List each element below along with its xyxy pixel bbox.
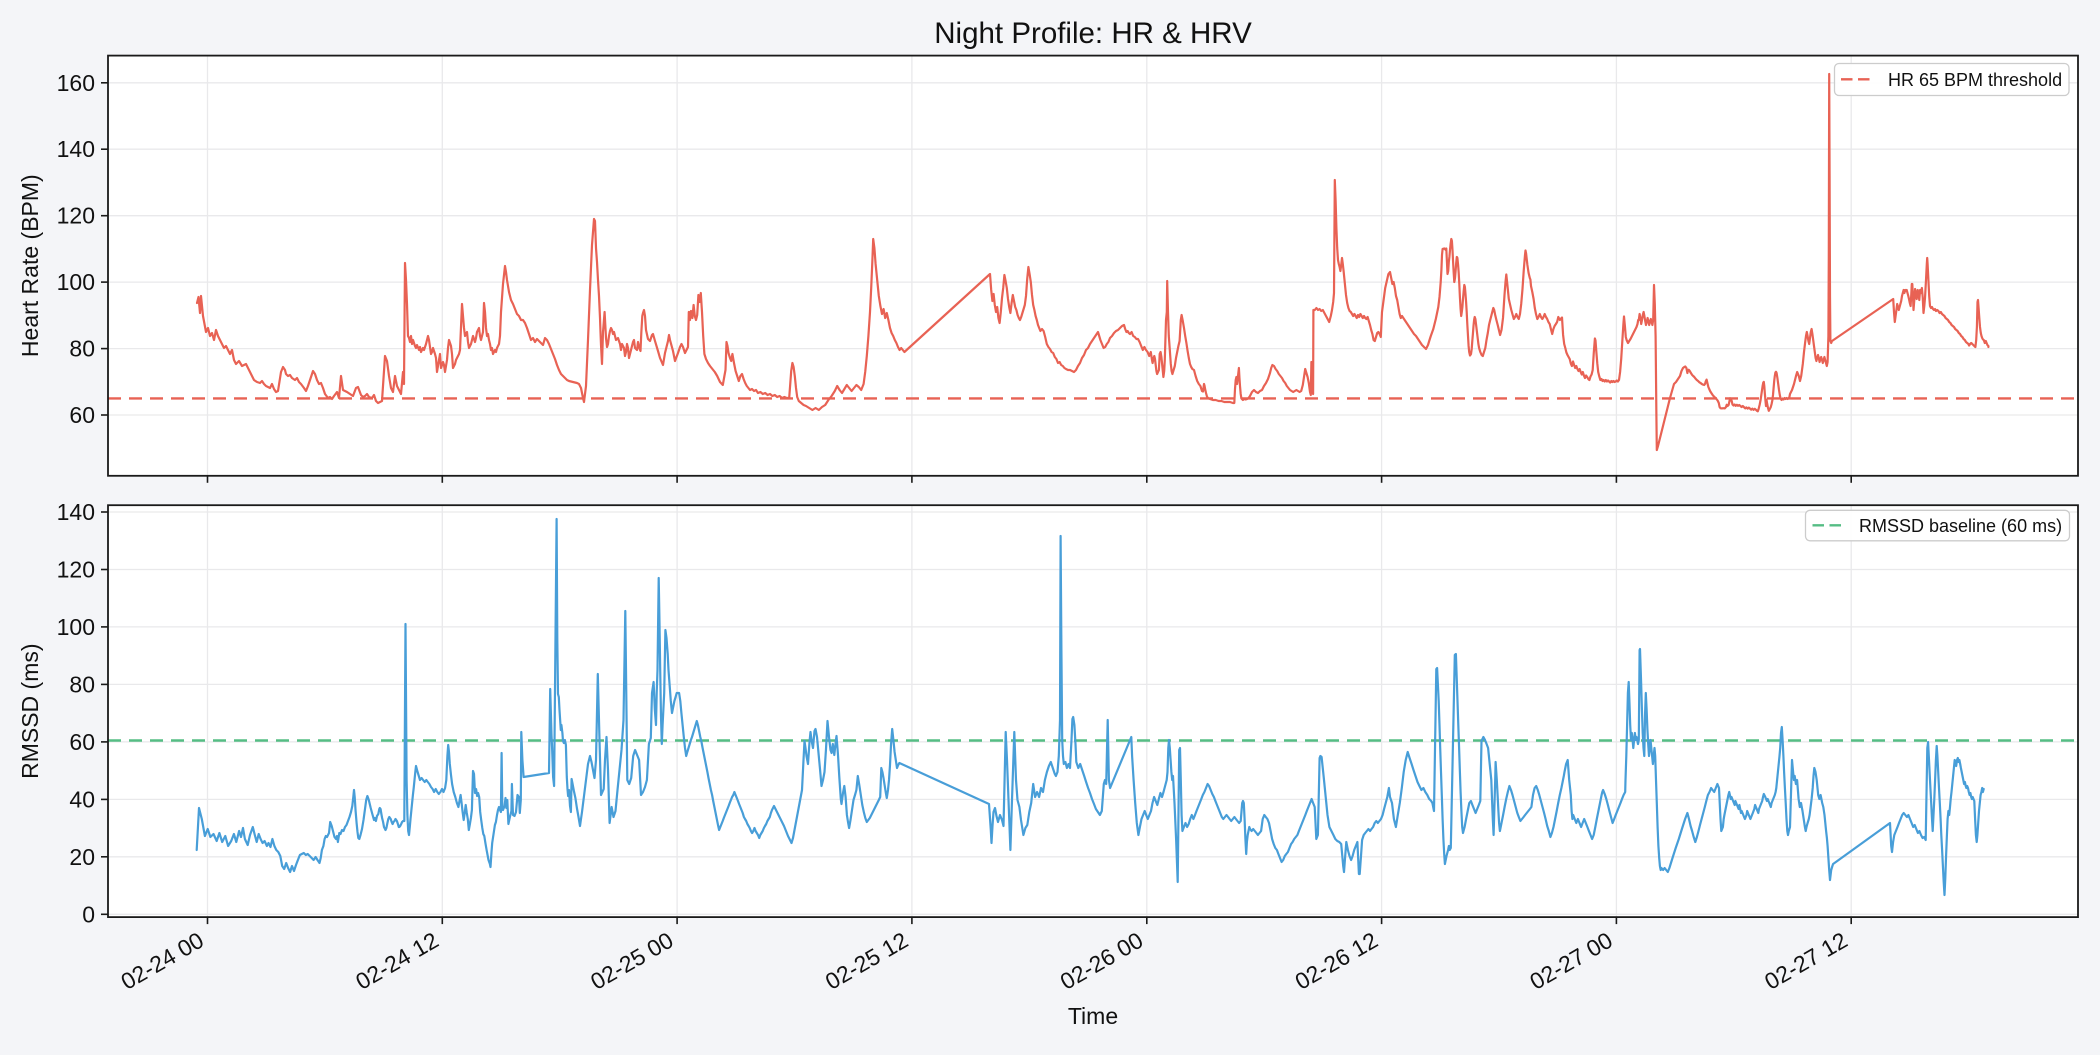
svg-text:80: 80	[69, 336, 95, 362]
svg-text:Time: Time	[1068, 1003, 1118, 1029]
svg-text:RMSSD (ms): RMSSD (ms)	[17, 643, 43, 778]
svg-text:160: 160	[57, 70, 95, 96]
svg-text:20: 20	[69, 844, 95, 870]
svg-text:100: 100	[57, 614, 95, 640]
svg-text:Heart Rate (BPM): Heart Rate (BPM)	[17, 174, 43, 357]
svg-text:140: 140	[57, 136, 95, 162]
svg-text:60: 60	[69, 729, 95, 755]
svg-text:40: 40	[69, 786, 95, 812]
svg-text:60: 60	[69, 402, 95, 428]
svg-text:HR 65 BPM threshold: HR 65 BPM threshold	[1888, 70, 2062, 90]
svg-text:100: 100	[57, 269, 95, 295]
svg-text:Night Profile: HR & HRV: Night Profile: HR & HRV	[934, 17, 1252, 50]
svg-text:120: 120	[57, 203, 95, 229]
svg-text:80: 80	[69, 671, 95, 697]
svg-text:RMSSD baseline (60 ms): RMSSD baseline (60 ms)	[1859, 516, 2062, 536]
svg-text:120: 120	[57, 557, 95, 583]
svg-text:0: 0	[82, 901, 95, 927]
svg-text:140: 140	[57, 499, 95, 525]
